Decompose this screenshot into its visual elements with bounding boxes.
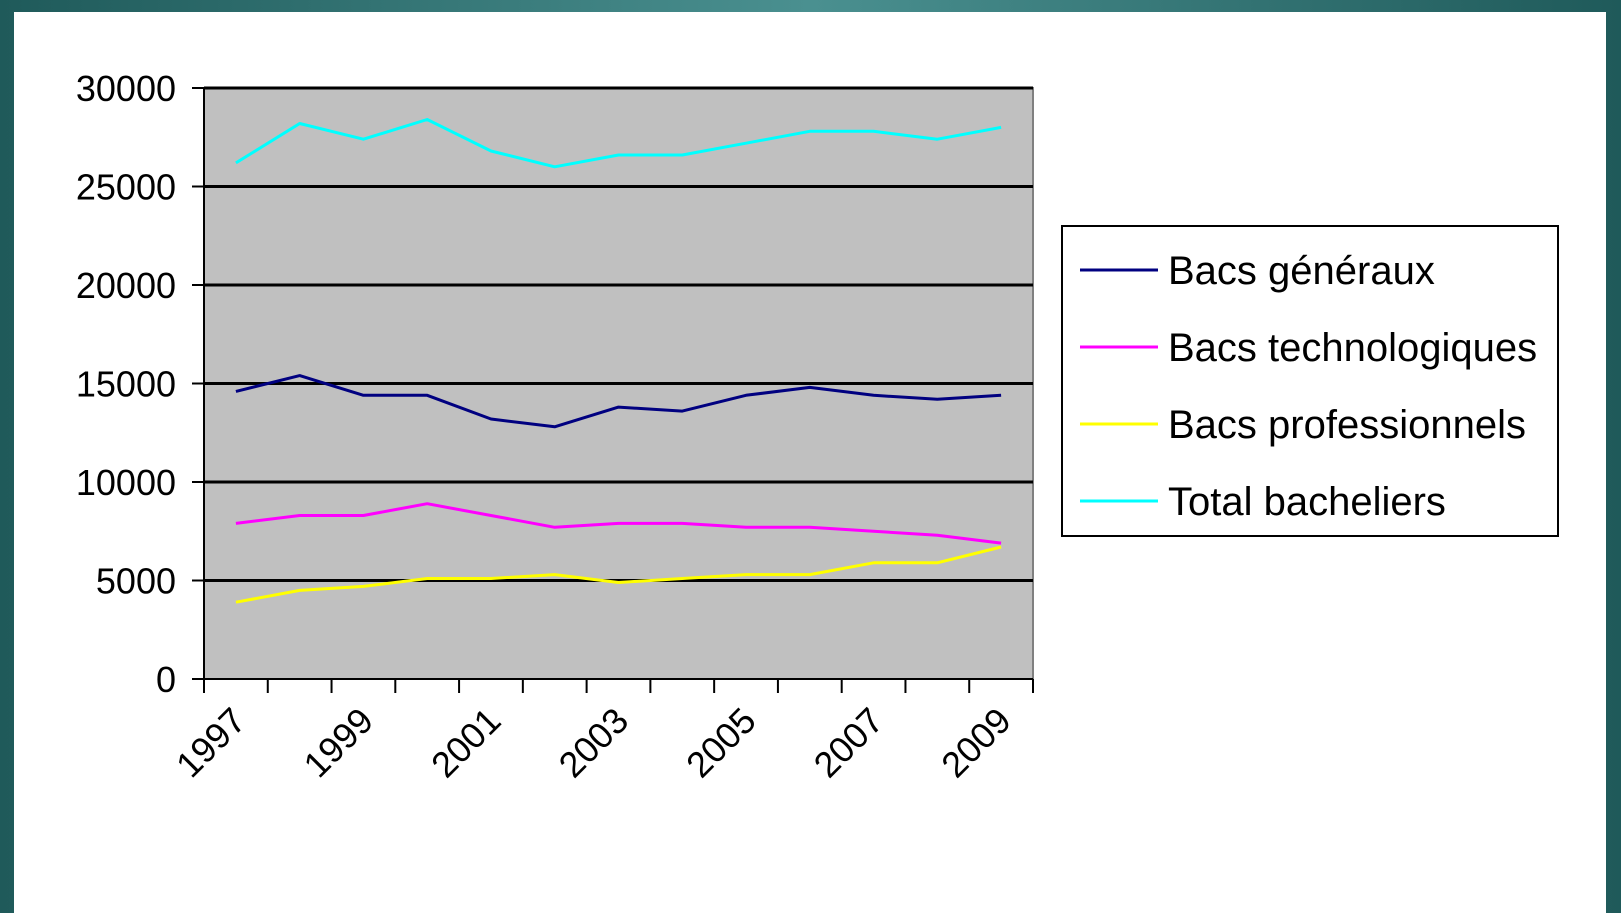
y-tick-label: 10000 [76,462,176,503]
y-tick-label: 5000 [96,561,176,602]
line-chart: 0 5000 10000 15000 20000 25000 30000 1997 1999 2… [76,68,1559,786]
legend-label-2: Bacs technologiques [1168,326,1537,370]
x-tick-label: 2003 [551,700,637,786]
series-line-2 [235,502,1002,545]
x-tick-label: 1999 [295,700,381,786]
x-tick-labels: 1997 1999 2001 2003 2005 2007 2009 [168,700,1019,786]
legend-box [1061,225,1559,537]
y-tick-label: 0 [156,659,176,700]
y-tick-label: 15000 [76,364,176,405]
y-tick-label: 20000 [76,265,176,306]
legend: Bacs généraux Bacs technologiques Bacs pro… [1061,225,1559,537]
x-tick-label: 1997 [168,700,254,786]
series-lines [235,118,1002,604]
series-line-3 [235,545,1002,604]
x-tick-label: 2005 [678,700,764,786]
series-line-4 [235,118,1002,169]
grid-lines [204,86,1033,582]
legend-label-3: Bacs professionnels [1168,403,1526,447]
legend-label-1: Bacs généraux [1168,249,1435,293]
axes [192,87,1034,693]
y-tick-label: 25000 [76,167,176,208]
x-tick-label: 2001 [423,700,509,786]
legend-label-4: Total bacheliers [1168,480,1446,524]
y-tick-label: 30000 [76,68,176,109]
chart-panel: 0 5000 10000 15000 20000 25000 30000 1997 1999 2… [14,12,1606,913]
x-tick-label: 2007 [806,700,892,786]
series-line-1 [235,374,1002,429]
x-tick-label: 2009 [933,700,1019,786]
y-tick-labels: 0 5000 10000 15000 20000 25000 30000 [76,68,176,700]
